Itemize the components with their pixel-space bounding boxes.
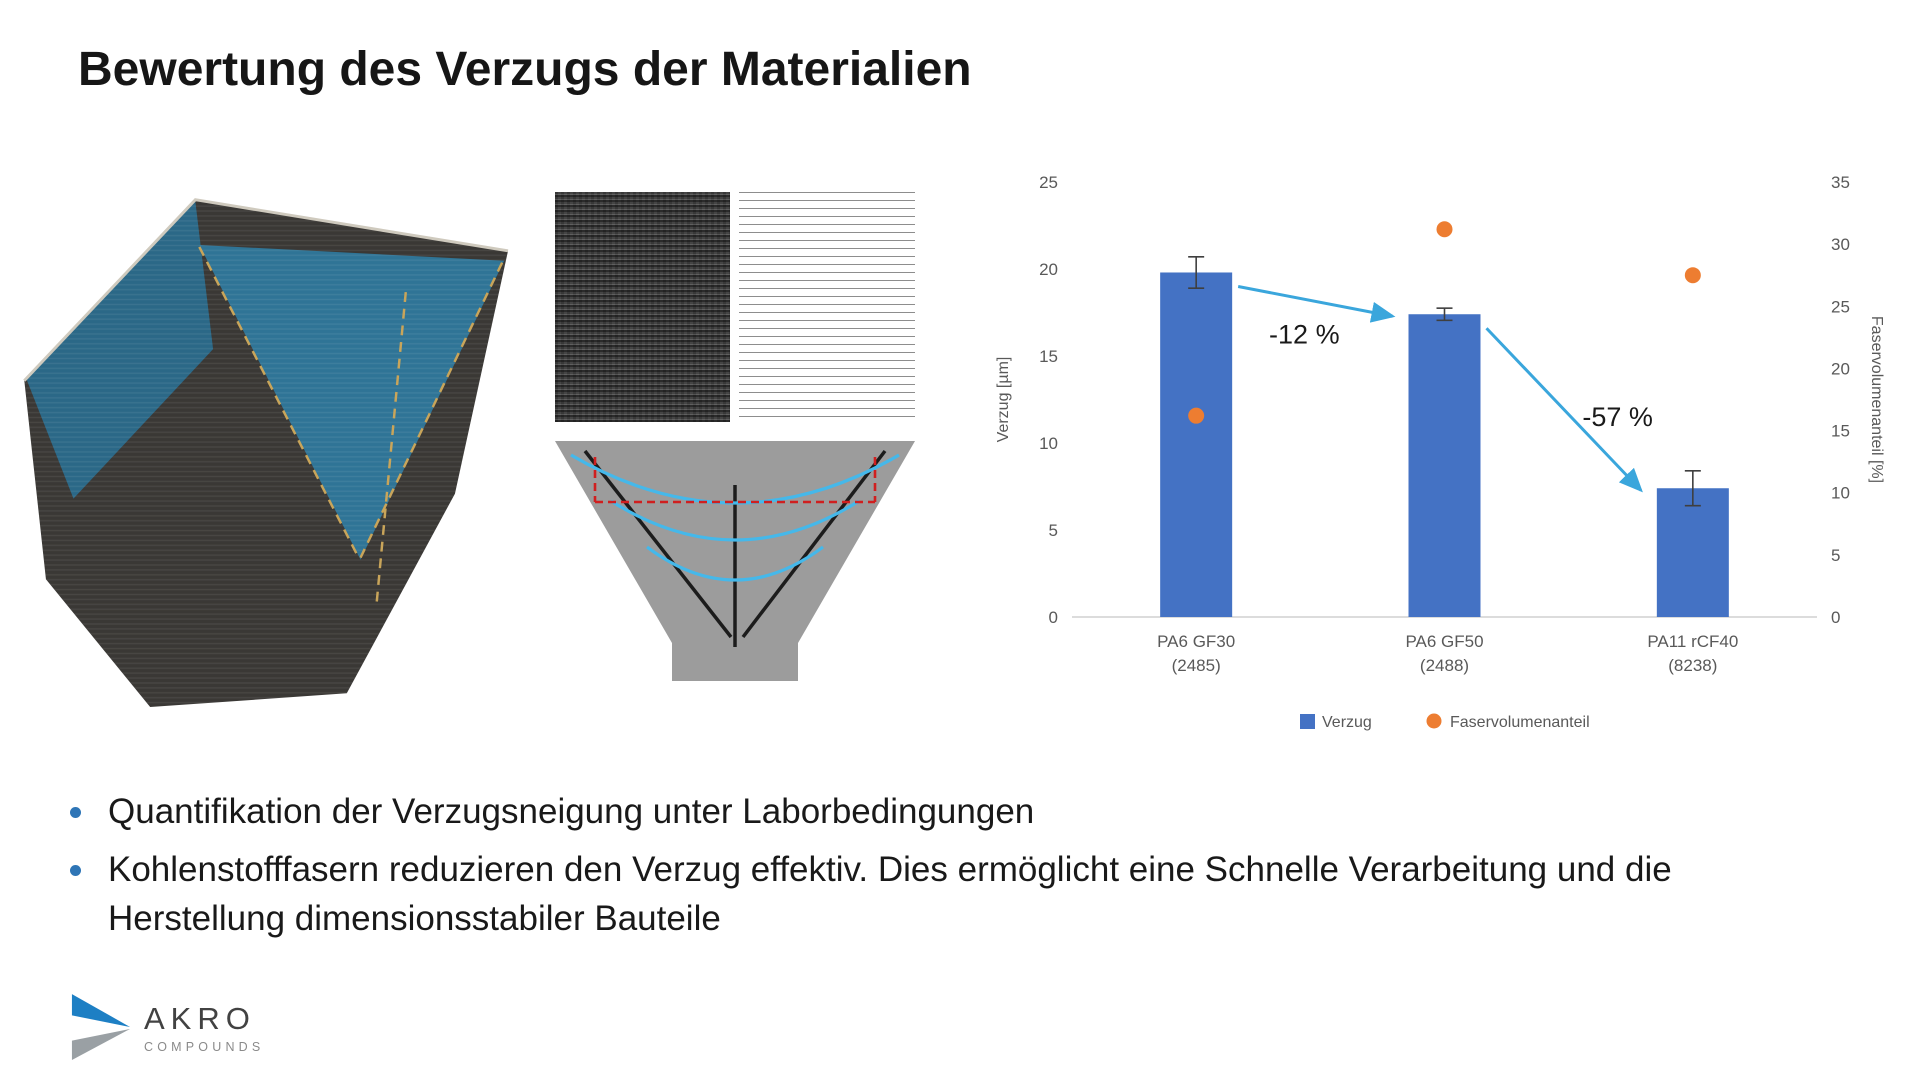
- warpage-schematic-graphic: [555, 441, 915, 681]
- svg-text:5: 5: [1831, 546, 1840, 565]
- bullet-list: Quantifikation der Verzugsneigung unter …: [56, 788, 1676, 953]
- microscopy-image: [555, 192, 730, 422]
- svg-text:0: 0: [1049, 608, 1058, 627]
- svg-text:5: 5: [1049, 521, 1058, 540]
- svg-text:20: 20: [1039, 260, 1058, 279]
- printed-part-photo: [8, 184, 544, 710]
- svg-text:25: 25: [1039, 173, 1058, 192]
- akro-logo-name: AKRO: [144, 1000, 256, 1036]
- svg-text:15: 15: [1039, 347, 1058, 366]
- combo-chart: 0 5 10 15 20 25 0 5 10 15 20 25 30 35 Verzug [µm] Faser…: [995, 173, 1885, 731]
- slide-title: Bewertung des Verzugs der Materialien: [78, 43, 972, 96]
- printed-part-graphic: [23, 198, 509, 708]
- logo-chevron-gray: [71, 1028, 131, 1060]
- bullet-item: Kohlenstofffasern reduzieren den Verzug …: [56, 846, 1676, 943]
- bullet-item: Quantifikation der Verzugsneigung unter …: [56, 788, 1676, 836]
- akro-logo-mark: [71, 994, 131, 1060]
- svg-text:PA6 GF30: PA6 GF30: [1157, 632, 1235, 651]
- svg-text:35: 35: [1831, 173, 1850, 192]
- svg-text:-57 %: -57 %: [1582, 402, 1653, 432]
- svg-text:(2488): (2488): [1420, 656, 1469, 675]
- logo-chevron-blue: [71, 994, 131, 1027]
- svg-text:Verzug [µm]: Verzug [µm]: [995, 357, 1012, 443]
- svg-text:10: 10: [1831, 484, 1850, 503]
- svg-text:30: 30: [1831, 235, 1850, 254]
- warpage-schematic: [555, 441, 915, 695]
- svg-text:15: 15: [1831, 422, 1850, 441]
- svg-text:(8238): (8238): [1668, 656, 1717, 675]
- akro-logo: AKRO COMPOUNDS: [70, 992, 264, 1062]
- svg-text:PA11 rCF40: PA11 rCF40: [1647, 632, 1738, 651]
- svg-text:Faservolumenanteil: Faservolumenanteil: [1450, 714, 1590, 731]
- svg-text:Faservolumenanteil [%]: Faservolumenanteil [%]: [1868, 316, 1885, 483]
- svg-text:0: 0: [1831, 608, 1840, 627]
- svg-text:-12 %: -12 %: [1269, 319, 1340, 349]
- warpage-chart: 0 5 10 15 20 25 0 5 10 15 20 25 30 35 Verzug [µm] Faser…: [972, 152, 1892, 800]
- svg-text:Verzug: Verzug: [1322, 714, 1372, 731]
- svg-text:PA6 GF50: PA6 GF50: [1405, 632, 1483, 651]
- akro-logo-text: AKRO COMPOUNDS: [144, 1001, 264, 1054]
- line-scan-image: [739, 192, 915, 422]
- svg-text:20: 20: [1831, 359, 1850, 378]
- svg-text:(2485): (2485): [1172, 656, 1221, 675]
- svg-text:25: 25: [1831, 297, 1850, 316]
- svg-text:10: 10: [1039, 434, 1058, 453]
- akro-compounds-label: COMPOUNDS: [144, 1039, 265, 1054]
